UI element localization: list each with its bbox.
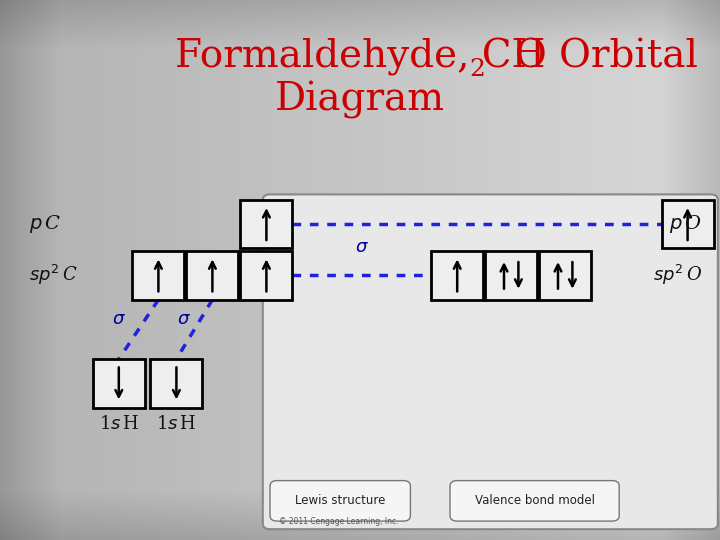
Text: $\sigma$: $\sigma$ bbox=[354, 239, 369, 256]
Text: Lewis structure: Lewis structure bbox=[295, 494, 386, 507]
Text: $sp^2\,$C: $sp^2\,$C bbox=[29, 264, 77, 287]
Bar bbox=[240, 251, 292, 300]
Text: $\sigma$: $\sigma$ bbox=[176, 309, 191, 328]
Text: Valence bond model: Valence bond model bbox=[475, 494, 595, 507]
Text: 2: 2 bbox=[469, 58, 485, 80]
Bar bbox=[539, 251, 591, 300]
Text: 1$s\,$H: 1$s\,$H bbox=[156, 415, 197, 433]
Bar bbox=[662, 200, 714, 248]
Text: © 2011 Cengage Learning, Inc.: © 2011 Cengage Learning, Inc. bbox=[279, 517, 399, 525]
Text: $p\,$O: $p\,$O bbox=[669, 213, 702, 235]
Text: O Orbital: O Orbital bbox=[515, 38, 698, 75]
Text: Diagram: Diagram bbox=[275, 81, 445, 119]
Bar bbox=[93, 359, 145, 408]
Bar bbox=[431, 251, 483, 300]
FancyBboxPatch shape bbox=[450, 481, 619, 521]
Text: $sp^2\,$O: $sp^2\,$O bbox=[652, 264, 702, 287]
Text: $p\,$C: $p\,$C bbox=[29, 213, 61, 235]
Text: $\sigma$: $\sigma$ bbox=[112, 309, 126, 328]
Text: Formaldehyde, CH: Formaldehyde, CH bbox=[175, 38, 545, 76]
Bar bbox=[485, 251, 537, 300]
FancyBboxPatch shape bbox=[270, 481, 410, 521]
Bar bbox=[150, 359, 202, 408]
Bar bbox=[240, 200, 292, 248]
FancyBboxPatch shape bbox=[263, 194, 718, 529]
Bar bbox=[132, 251, 184, 300]
Bar bbox=[186, 251, 238, 300]
Text: 1$s\,$H: 1$s\,$H bbox=[99, 415, 139, 433]
